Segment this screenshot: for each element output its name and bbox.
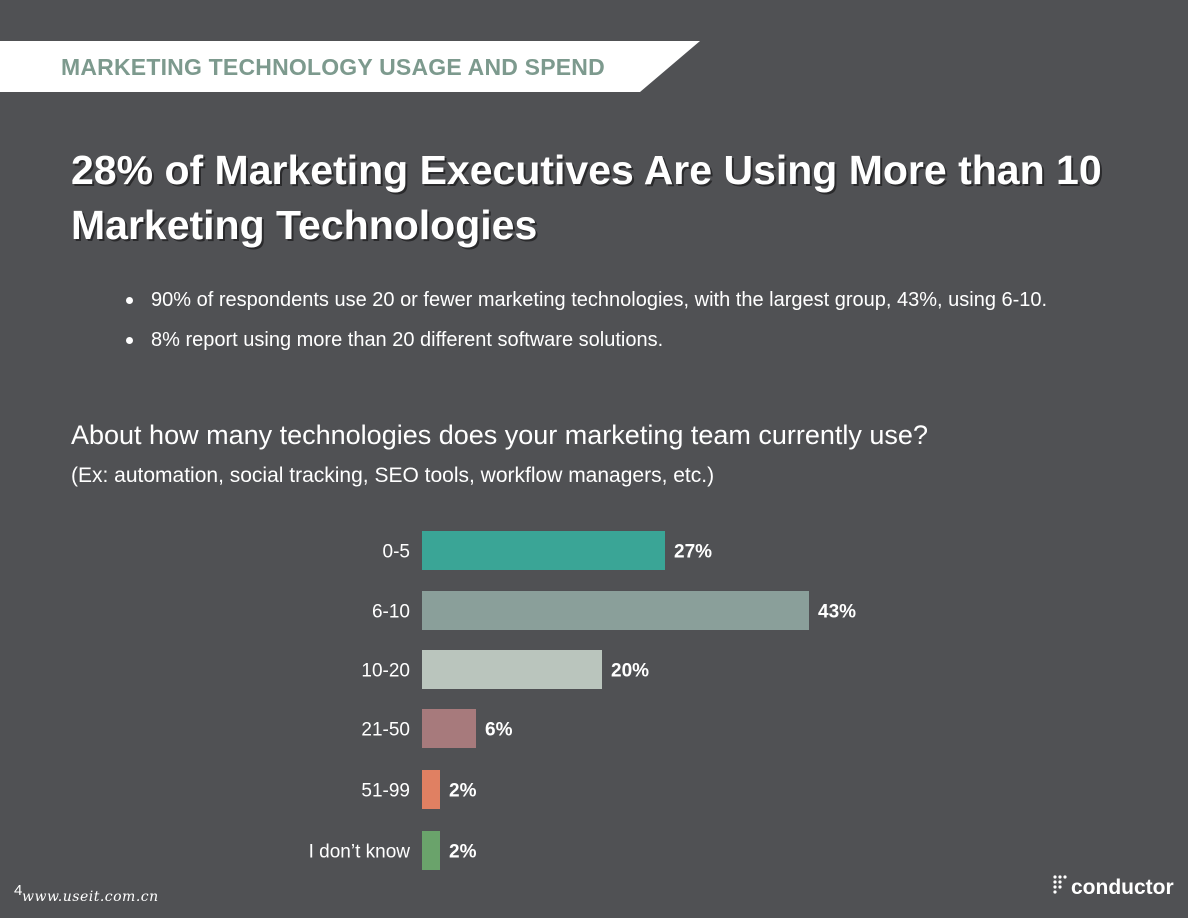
bullet-item: 90% of respondents use 20 or fewer marke…	[126, 286, 1116, 314]
chart-title: About how many technologies does your ma…	[71, 420, 928, 450]
bar-4	[422, 770, 440, 809]
value-label: 6%	[485, 720, 513, 741]
page-title: 28% of Marketing Executives Are Using Mo…	[71, 147, 1102, 248]
bullet-item: 8% report using more than 20 different s…	[126, 326, 1116, 354]
brand-name: conductor	[1071, 876, 1174, 899]
value-label: 2%	[449, 781, 477, 802]
value-label: 20%	[611, 661, 649, 682]
bullet-text: 8% report using more than 20 different s…	[151, 329, 664, 351]
watermark: www.useit.com.cn	[22, 889, 159, 905]
bar-0	[422, 531, 665, 570]
category-label: I don’t know	[309, 842, 411, 863]
bar-3	[422, 709, 476, 748]
category-label: 6-10	[372, 602, 410, 623]
bar-1	[422, 591, 809, 630]
bar-5	[422, 831, 440, 870]
value-label: 43%	[818, 602, 856, 623]
category-label: 51-99	[361, 781, 410, 802]
bar-2	[422, 650, 602, 689]
conductor-logo: conductor	[1052, 870, 1176, 904]
page-number: 4	[14, 882, 23, 899]
category-label: 0-5	[383, 542, 410, 563]
value-label: 27%	[674, 542, 712, 563]
category-label: 21-50	[361, 720, 410, 741]
conductor-dots-icon	[1053, 875, 1067, 894]
section-banner-shape	[0, 41, 700, 92]
category-label: 10-20	[361, 661, 410, 682]
section-label: MARKETING TECHNOLOGY USAGE AND SPEND	[61, 54, 605, 80]
bullet-text: 90% of respondents use 20 or fewer marke…	[151, 289, 1048, 311]
key-findings-list: 90% of respondents use 20 or fewer marke…	[126, 286, 1116, 366]
bullet-dot-icon	[126, 337, 133, 344]
chart-subtitle: (Ex: automation, social tracking, SEO to…	[71, 464, 715, 487]
section-banner	[0, 41, 700, 92]
bullet-dot-icon	[126, 297, 133, 304]
value-label: 2%	[449, 842, 477, 863]
